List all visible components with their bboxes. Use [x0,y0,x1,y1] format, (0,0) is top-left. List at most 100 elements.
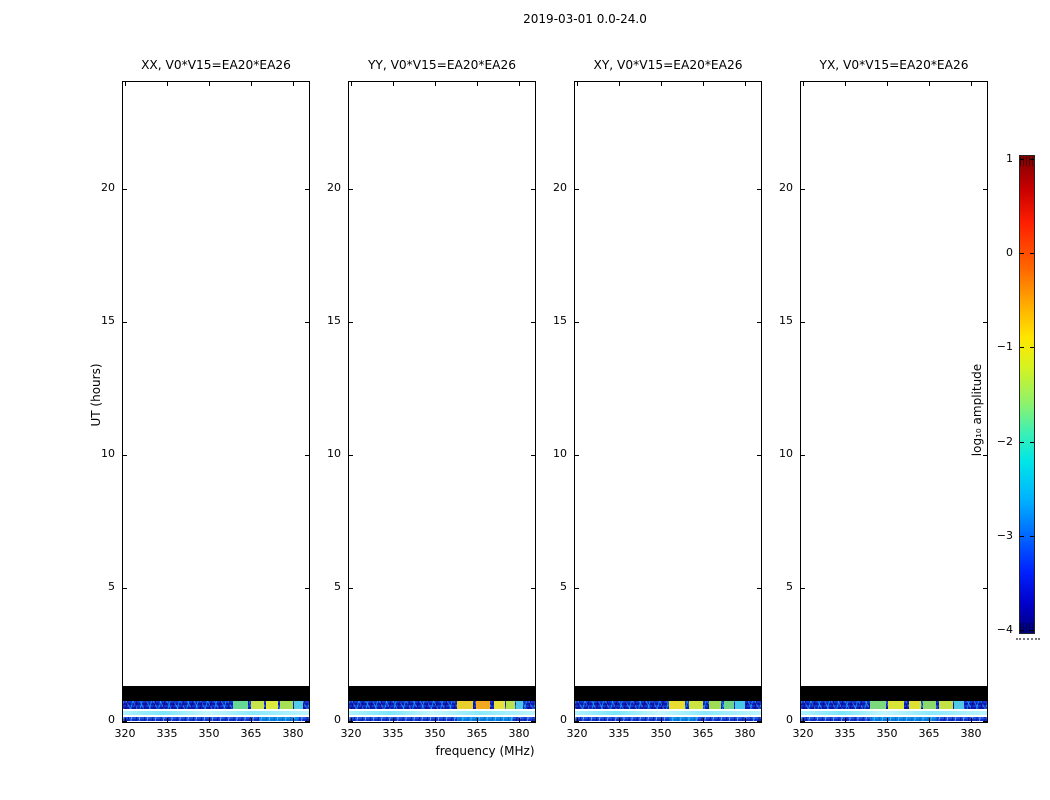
x-tick-label: 365 [240,727,262,740]
y-tick-label: 10 [779,447,793,461]
y-tick-mark [757,454,761,456]
y-tick-mark [531,720,535,722]
data-band-bright-cyan-stripe [575,711,761,716]
rfi-patch [251,701,264,710]
colorbar-tick-mark [1030,630,1034,631]
x-tick-mark [350,82,352,86]
x-tick-label: 350 [424,727,446,740]
colorbar-bottom-hatch [1020,623,1034,632]
noise-bright-segment [259,717,299,721]
x-tick-mark [702,718,704,722]
colorbar-tick-mark [1020,535,1024,537]
x-tick-label: 380 [734,727,756,740]
x-tick-mark [660,82,662,86]
y-tick-label: 20 [553,181,567,195]
colorbar-tick-mark [1030,441,1034,443]
y-tick-mark [983,321,987,323]
colorbar-tick-label: −2 [996,434,1013,448]
data-band-noise-with-rfi [123,701,309,710]
rfi-patch [888,701,904,710]
noise-bright-segment [457,717,514,721]
rfi-patch [506,701,515,710]
spectrogram-panel-yy [348,81,536,723]
x-tick-mark [124,718,126,722]
x-tick-mark [434,718,436,722]
x-tick-label: 320 [340,727,362,740]
y-tick-label: 15 [779,314,793,328]
spectrogram-panel-yx [800,81,988,723]
rfi-patch [516,701,524,710]
y-tick-mark [305,587,309,589]
x-tick-label: 365 [692,727,714,740]
y-tick-mark [757,321,761,323]
rfi-patch [457,701,473,710]
x-tick-mark [250,82,252,86]
x-tick-mark [208,718,210,722]
y-tick-label: 0 [560,713,567,726]
x-tick-mark [928,718,930,722]
y-tick-label: 10 [553,447,567,461]
data-band-flagged-black [801,686,987,702]
x-tick-mark [744,718,746,722]
y-tick-label: 0 [786,713,793,726]
data-band-noise-with-rfi [801,701,987,710]
colorbar-tick-mark [1020,159,1024,160]
y-tick-mark [983,720,987,722]
y-tick-mark [801,321,805,323]
rfi-patch [938,701,953,710]
x-tick-mark [802,82,804,86]
y-tick-mark [531,454,535,456]
x-tick-mark [476,718,478,722]
y-tick-mark [531,321,535,323]
x-tick-mark [576,718,578,722]
x-tick-mark [844,82,846,86]
y-tick-label: 20 [101,181,115,195]
x-tick-mark [576,82,578,86]
x-tick-mark [928,82,930,86]
x-tick-mark [886,82,888,86]
data-band-bright-cyan-stripe [123,711,309,716]
y-tick-label: 15 [327,314,341,328]
y-tick-label: 5 [786,580,793,594]
colorbar-label: log₁₀ amplitude [970,363,984,457]
panel-title-xx: XX, V0*V15=EA20*EA26 [141,58,291,72]
colorbar-tick-label: 0 [1006,246,1013,260]
x-tick-mark [292,82,294,86]
x-tick-label: 365 [466,727,488,740]
rfi-patch [475,701,490,710]
colorbar-tick-mark [1030,159,1034,160]
x-tick-mark [124,82,126,86]
x-tick-label: 335 [834,727,856,740]
y-tick-mark [349,188,353,190]
colorbar-tick-mark [1020,347,1024,349]
colorbar-tick-mark [1020,630,1024,631]
rfi-patch [280,701,293,710]
y-tick-mark [305,321,309,323]
x-tick-mark [618,82,620,86]
data-band-bright-cyan-stripe [801,711,987,716]
x-tick-mark [518,82,520,86]
y-tick-mark [123,587,127,589]
spectrogram-panel-xy [574,81,762,723]
y-tick-mark [801,587,805,589]
colorbar-tick-label: 1 [1006,152,1013,165]
x-tick-label: 350 [876,727,898,740]
y-tick-label: 10 [101,447,115,461]
y-tick-mark [575,321,579,323]
rfi-patch [708,701,722,710]
rfi-patch [870,701,886,710]
x-tick-label: 320 [114,727,136,740]
rfi-patch [909,701,921,710]
x-tick-label: 335 [608,727,630,740]
x-tick-mark [744,82,746,86]
x-tick-mark [618,718,620,722]
panel-title-yy: YY, V0*V15=EA20*EA26 [367,58,517,72]
x-tick-label: 380 [282,727,304,740]
y-tick-label: 15 [101,314,115,328]
data-band-flagged-black [123,686,309,702]
y-tick-mark [305,720,309,722]
x-tick-mark [166,718,168,722]
y-tick-label: 0 [108,713,115,726]
y-tick-mark [305,454,309,456]
y-tick-mark [349,587,353,589]
